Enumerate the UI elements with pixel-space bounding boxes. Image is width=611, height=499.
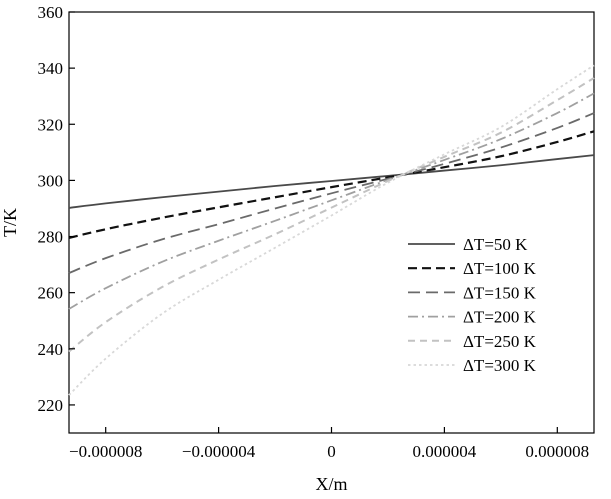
legend-label-2: ΔT=100 K	[463, 259, 537, 278]
y-tick-label: 340	[38, 59, 64, 78]
y-tick-label: 320	[38, 115, 64, 134]
legend-label-1: ΔT=50 K	[463, 235, 528, 254]
y-tick-label: 280	[38, 228, 64, 247]
y-tick-label: 220	[38, 396, 64, 415]
series-line-5	[68, 77, 595, 353]
legend-label-6: ΔT=300 K	[463, 356, 537, 375]
x-tick-label: 0.000008	[525, 442, 589, 461]
y-tick-label: 260	[38, 284, 64, 303]
series-line-6	[68, 64, 595, 396]
x-tick-label: −0.000008	[69, 442, 142, 461]
y-tick-label: 360	[38, 3, 64, 22]
legend-label-5: ΔT=250 K	[463, 332, 537, 351]
x-tick-label: −0.000004	[182, 442, 256, 461]
series-line-4	[68, 92, 595, 310]
legend-label-3: ΔT=150 K	[463, 283, 537, 302]
series-line-2	[68, 130, 595, 240]
legend-label-4: ΔT=200 K	[463, 308, 537, 327]
axis-ticks: −0.000008 −0.000004 0 0.000004 0.000008 220 24…	[38, 3, 590, 461]
y-tick-label: 300	[38, 171, 64, 190]
series-layer	[68, 64, 595, 396]
x-tick-label: 0.000004	[413, 442, 477, 461]
x-tick-label: 0	[327, 442, 336, 461]
y-axis-title: T/K	[0, 208, 20, 237]
x-axis-title: X/m	[315, 474, 347, 494]
y-tick-label: 240	[38, 340, 64, 359]
series-line-1	[68, 154, 595, 209]
series-line-3	[68, 112, 595, 274]
legend: ΔT=50 K ΔT=100 K ΔT=150 K ΔT=200 K ΔT=250 K Δ…	[408, 235, 537, 375]
